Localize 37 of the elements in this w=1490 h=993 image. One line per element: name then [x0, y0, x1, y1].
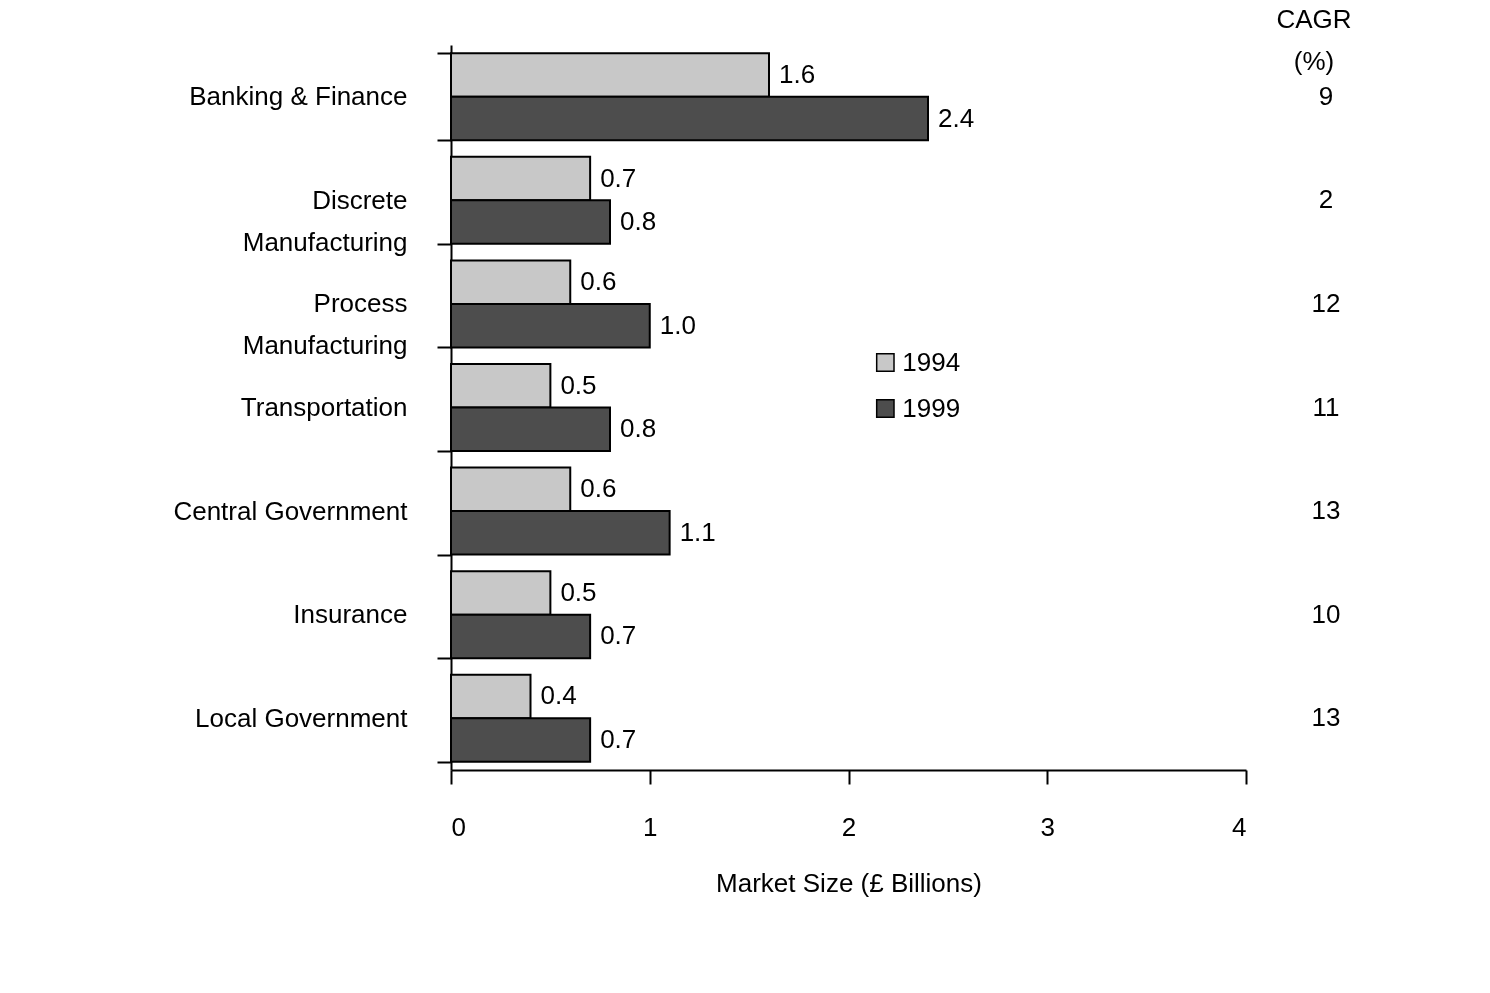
y-tick-label: Local Government [195, 702, 409, 733]
data-label: 1.1 [679, 516, 716, 547]
data-label: 1.0 [659, 309, 696, 340]
data-label: 0.8 [620, 206, 657, 237]
data-label: 0.6 [580, 473, 617, 504]
text: 10 [1311, 598, 1341, 629]
data-label: 0.7 [600, 162, 637, 193]
data-label: 0.5 [560, 369, 597, 400]
text: 13 [1311, 702, 1341, 733]
text: 2 [1318, 184, 1334, 215]
y-tick-label: Central Government [173, 495, 409, 526]
text: 13 [1311, 495, 1341, 526]
data-label: 2.4 [938, 102, 975, 133]
data-label: 0.8 [620, 413, 657, 444]
data-label: 0.4 [540, 680, 577, 711]
x-tick-label: 4 [1232, 811, 1247, 842]
data-label: 0.7 [600, 620, 637, 651]
data-label: 0.6 [580, 266, 617, 297]
data-label: 1.6 [779, 59, 816, 90]
x-tick-label: 0 [451, 811, 466, 842]
text: 12 [1311, 287, 1341, 318]
legend-label: 1994 [902, 346, 961, 377]
data-label: 0.7 [600, 723, 637, 754]
data-label: 0.5 [560, 576, 597, 607]
text: 9 [1318, 80, 1334, 111]
y-tick-label: Process Manufacturing [242, 288, 408, 361]
legend-label: 1999 [902, 392, 961, 423]
y-tick-label: Discrete Manufacturing [242, 184, 408, 257]
x-axis-title: Market Size (£ Billions) [716, 867, 982, 898]
x-tick-label: 1 [643, 811, 658, 842]
y-tick-label: Transportation [240, 392, 408, 422]
text: CAGR (%) [1276, 4, 1352, 76]
x-tick-label: 3 [1040, 811, 1055, 842]
y-tick-label: Banking & Finance [189, 81, 408, 112]
text: 11 [1312, 391, 1340, 422]
x-tick-label: 2 [841, 811, 857, 842]
y-tick-label: Insurance [293, 599, 408, 630]
